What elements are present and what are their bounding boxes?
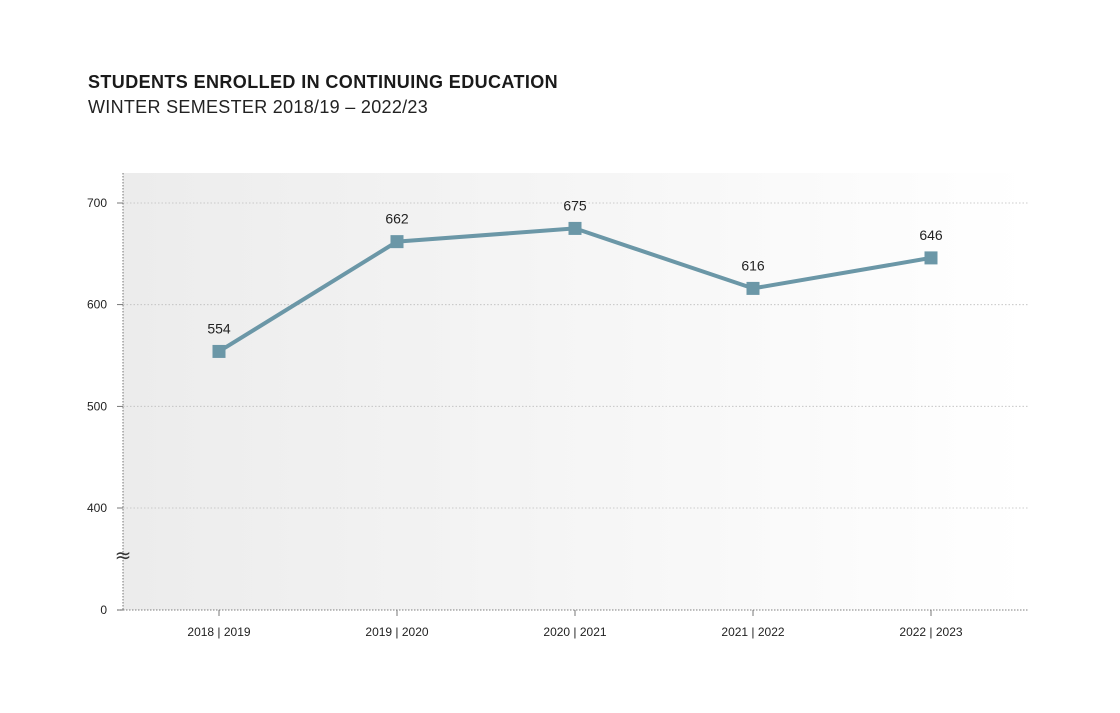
axis-break-icon: ≈ [115, 543, 132, 567]
grid-lines [123, 202, 1028, 509]
chart-title: STUDENTS ENROLLED IN CONTINUING EDUCATIO… [88, 72, 559, 92]
plot-background [123, 173, 1028, 610]
data-point-marker [390, 235, 404, 249]
data-label: 554 [207, 320, 231, 336]
y-tick-label: 700 [87, 196, 107, 210]
axes [117, 173, 1028, 616]
labels: 0 400 500 600 700 ≈2018 | 2019 2019 | 2020 2020… [87, 196, 963, 639]
data-point-marker [924, 251, 938, 265]
data-point-marker [746, 281, 760, 295]
x-tick-label: 2019 | 2020 [365, 625, 429, 639]
x-tick-label: 2018 | 2019 [187, 625, 251, 639]
data-point-marker [568, 221, 582, 235]
data-label: 675 [563, 197, 587, 213]
data-point-marker [212, 344, 226, 358]
data-label: 646 [919, 227, 943, 243]
y-tick-label: 400 [87, 501, 107, 515]
x-tick-label: 2021 | 2022 [721, 625, 785, 639]
x-tick-label: 2022 | 2023 [899, 625, 963, 639]
y-tick-label: 600 [87, 298, 107, 312]
series-line [212, 221, 938, 358]
data-label: 662 [385, 211, 409, 227]
data-label: 616 [741, 257, 765, 273]
chart-subtitle: WINTER SEMESTER 2018/19 – 2022/23 [88, 97, 429, 117]
y-tick-label: 500 [87, 399, 107, 413]
x-tick-label: 2020 | 2021 [543, 625, 607, 639]
y-tick-label: 0 [100, 603, 107, 617]
